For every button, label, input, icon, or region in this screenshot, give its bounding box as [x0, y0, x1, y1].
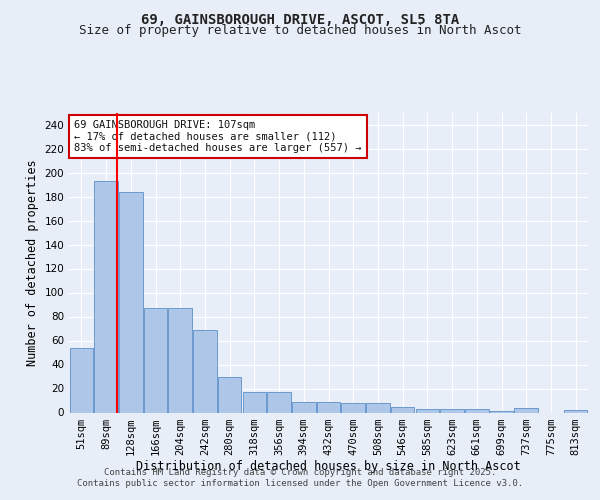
Y-axis label: Number of detached properties: Number of detached properties	[26, 159, 39, 366]
Bar	[292, 402, 316, 412]
Bar	[119, 192, 143, 412]
Bar	[465, 409, 488, 412]
Bar	[564, 410, 587, 412]
Bar	[317, 402, 340, 412]
Bar	[193, 330, 217, 412]
Bar	[440, 409, 464, 412]
X-axis label: Distribution of detached houses by size in North Ascot: Distribution of detached houses by size …	[136, 460, 521, 473]
Bar	[341, 403, 365, 412]
Text: Size of property relative to detached houses in North Ascot: Size of property relative to detached ho…	[79, 24, 521, 37]
Bar	[242, 392, 266, 412]
Bar	[169, 308, 192, 412]
Bar	[268, 392, 291, 412]
Bar	[94, 181, 118, 412]
Bar	[514, 408, 538, 412]
Bar	[70, 348, 93, 412]
Bar	[391, 406, 415, 412]
Text: 69 GAINSBOROUGH DRIVE: 107sqm
← 17% of detached houses are smaller (112)
83% of : 69 GAINSBOROUGH DRIVE: 107sqm ← 17% of d…	[74, 120, 362, 153]
Text: 69, GAINSBOROUGH DRIVE, ASCOT, SL5 8TA: 69, GAINSBOROUGH DRIVE, ASCOT, SL5 8TA	[141, 12, 459, 26]
Bar	[416, 409, 439, 412]
Bar	[218, 376, 241, 412]
Bar	[366, 403, 389, 412]
Text: Contains HM Land Registry data © Crown copyright and database right 2025.
Contai: Contains HM Land Registry data © Crown c…	[77, 468, 523, 487]
Bar	[144, 308, 167, 412]
